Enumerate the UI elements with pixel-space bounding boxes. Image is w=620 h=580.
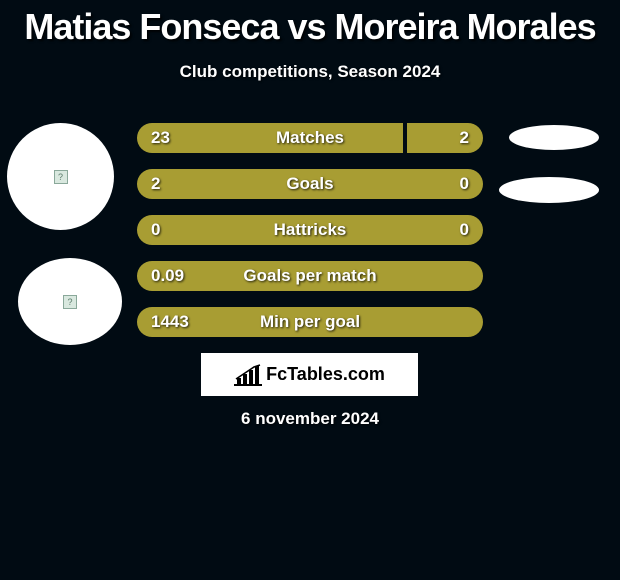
subtitle: Club competitions, Season 2024 [0,62,620,82]
stat-row-hattricks: 0 Hattricks 0 [137,215,483,245]
stat-label: Hattricks [137,215,483,245]
stats-bars: 23 Matches 2 2 Goals 0 0 Hattricks 0 0.0… [137,123,483,353]
placeholder-icon: ? [54,170,68,184]
stat-row-goals-per-match: 0.09 Goals per match [137,261,483,291]
player2-club-avatar [499,177,599,203]
stat-label: Goals [137,169,483,199]
stat-right-value: 0 [460,215,469,245]
source-logo-text: FcTables.com [266,364,385,385]
stat-right-value: 2 [460,123,469,153]
stat-label: Min per goal [137,307,483,337]
stat-right-value: 0 [460,169,469,199]
stat-row-matches: 23 Matches 2 [137,123,483,153]
stat-row-goals: 2 Goals 0 [137,169,483,199]
player2-avatar [509,125,599,150]
stat-label: Goals per match [137,261,483,291]
player1-avatar: ? [7,123,114,230]
page-title: Matias Fonseca vs Moreira Morales [0,0,620,48]
stat-row-min-per-goal: 1443 Min per goal [137,307,483,337]
chart-icon [234,364,262,386]
placeholder-icon: ? [63,295,77,309]
date-text: 6 november 2024 [0,409,620,429]
stat-label: Matches [137,123,483,153]
player1-club-avatar: ? [18,258,122,345]
source-logo: FcTables.com [201,353,418,396]
